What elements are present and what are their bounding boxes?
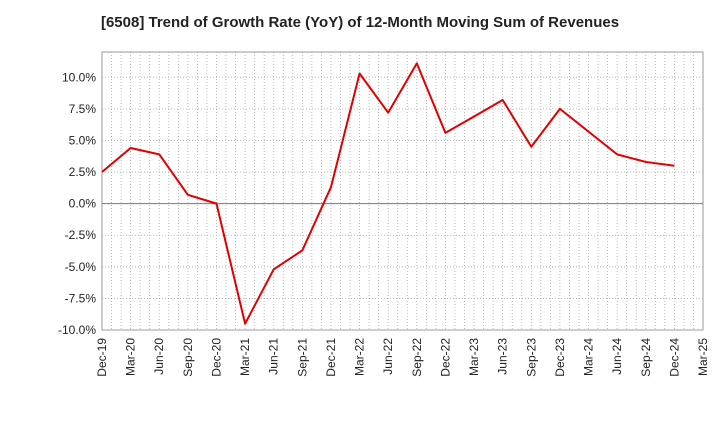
x-tick-label: Dec-23 — [553, 338, 567, 377]
plot-frame — [101, 51, 704, 331]
chart-title: [6508] Trend of Growth Rate (YoY) of 12-… — [100, 14, 620, 31]
x-tick-label: Mar-22 — [353, 338, 367, 376]
x-tick-label: Dec-22 — [438, 338, 452, 377]
x-tick-label: Sep-22 — [410, 338, 424, 377]
y-tick-label: -2.5% — [65, 228, 97, 242]
x-tick-label: Jun-24 — [610, 338, 624, 375]
x-tick-label: Sep-23 — [524, 338, 538, 377]
y-tick-label: 10.0% — [62, 70, 96, 84]
x-tick-label: Dec-20 — [209, 338, 223, 377]
x-tick-label: Mar-25 — [696, 338, 710, 376]
x-tick-label: Dec-19 — [95, 338, 109, 377]
x-tick-label: Mar-21 — [238, 338, 252, 376]
x-tick-label: Jun-23 — [496, 338, 510, 375]
x-tick-label: Mar-20 — [124, 338, 138, 376]
x-tick-label: Mar-24 — [582, 338, 596, 376]
y-tick-label: -5.0% — [65, 260, 97, 274]
x-tick-label: Jun-20 — [152, 338, 166, 375]
y-tick-label: -7.5% — [65, 291, 97, 305]
x-tick-label: Dec-24 — [667, 338, 681, 377]
x-tick-label: Mar-23 — [467, 338, 481, 376]
y-tick-label: 2.5% — [69, 165, 97, 179]
x-tick-label: Sep-21 — [295, 338, 309, 377]
x-tick-label: Jun-22 — [381, 338, 395, 375]
x-tick-label: Dec-21 — [324, 338, 338, 377]
y-tick-label: 7.5% — [69, 102, 97, 116]
x-tick-label: Sep-20 — [181, 338, 195, 377]
y-tick-label: 5.0% — [69, 133, 97, 147]
x-tick-label: Sep-24 — [639, 338, 653, 377]
y-tick-label: -10.0% — [58, 323, 96, 337]
x-tick-label: Jun-21 — [267, 338, 281, 375]
y-tick-label: 0.0% — [69, 197, 97, 211]
